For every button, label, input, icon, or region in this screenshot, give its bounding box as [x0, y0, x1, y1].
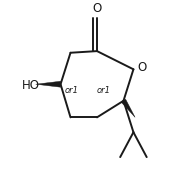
Text: or1: or1 [97, 86, 111, 95]
Polygon shape [36, 81, 61, 87]
Polygon shape [121, 99, 135, 117]
Text: O: O [138, 61, 147, 74]
Text: O: O [92, 2, 102, 15]
Text: HO: HO [22, 79, 40, 92]
Text: or1: or1 [65, 86, 79, 95]
